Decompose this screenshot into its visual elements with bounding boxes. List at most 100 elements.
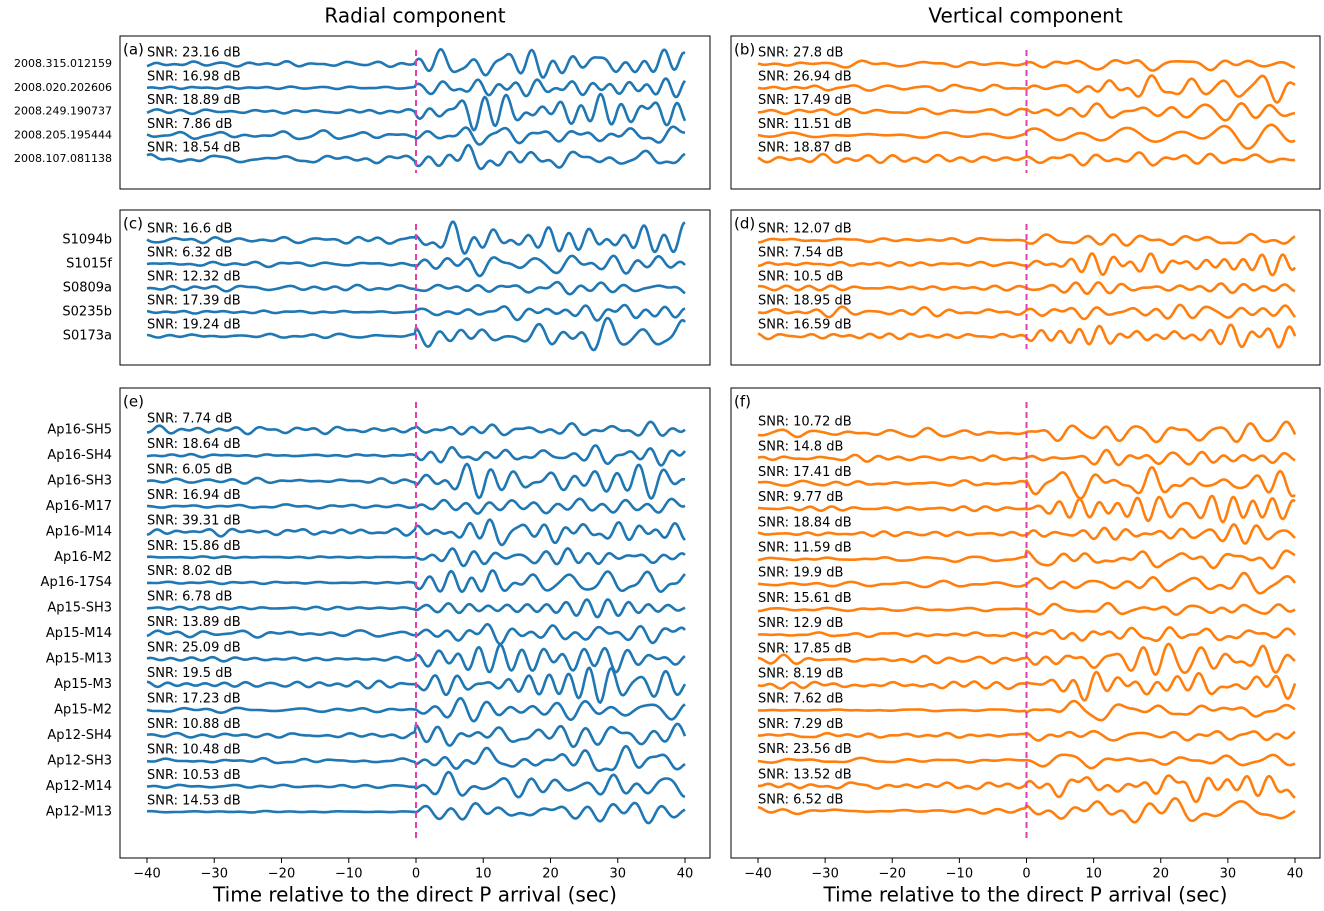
snr-label: SNR: 16.59 dB	[758, 318, 852, 333]
snr-label: SNR: 18.84 dB	[758, 515, 852, 530]
snr-label: SNR: 17.41 dB	[758, 465, 852, 480]
waveform-trace	[146, 696, 686, 723]
snr-label: SNR: 6.05 dB	[147, 462, 232, 477]
panel-frame	[730, 35, 1321, 190]
snr-label: SNR: 13.89 dB	[147, 615, 241, 630]
snr-label: SNR: 25.09 dB	[147, 641, 241, 656]
panel-frame	[119, 387, 711, 859]
x-tick-label: 20	[542, 867, 559, 882]
panel-label: (a)	[123, 41, 144, 59]
snr-label: SNR: 11.51 dB	[758, 117, 852, 132]
panel-label: (f)	[734, 393, 751, 411]
snr-label: SNR: 7.74 dB	[147, 412, 232, 427]
snr-label: SNR: 12.9 dB	[758, 616, 843, 631]
station-label: Ap12-M14	[46, 779, 112, 794]
panel-label: (b)	[734, 41, 755, 59]
waveform-trace	[757, 74, 1296, 104]
snr-label: SNR: 10.88 dB	[147, 717, 241, 732]
x-tick-label: 10	[475, 867, 492, 882]
snr-label: SNR: 12.07 dB	[758, 222, 852, 237]
station-label: S1094b	[62, 233, 112, 248]
x-tick-label: 30	[1220, 867, 1237, 882]
x-tick-label: 0	[1022, 867, 1030, 882]
station-label: Ap12-SH3	[47, 753, 112, 768]
station-label: S1015f	[66, 257, 112, 272]
snr-label: SNR: 17.23 dB	[147, 691, 241, 706]
station-label: Ap15-M13	[46, 652, 112, 667]
station-label: Ap16-SH3	[47, 473, 112, 488]
x-tick-label: 40	[1287, 867, 1304, 882]
snr-label: SNR: 7.54 dB	[758, 246, 843, 261]
station-label: Ap15-SH3	[47, 601, 112, 616]
snr-label: SNR: 8.19 dB	[758, 667, 843, 682]
station-label: 2008.315.012159	[14, 57, 112, 70]
x-tick-label: −10	[335, 867, 362, 882]
panel-label: (c)	[123, 215, 143, 233]
panel-label: (d)	[734, 215, 755, 233]
station-label: 2008.107.081138	[14, 152, 112, 165]
panel-title: Vertical component	[928, 4, 1123, 28]
station-label: S0173a	[63, 329, 112, 344]
x-tick-label: 40	[677, 867, 694, 882]
station-label: Ap15-M14	[46, 626, 112, 641]
waveform-trace	[146, 125, 686, 146]
station-label: Ap16-SH4	[47, 448, 112, 463]
x-tick-label: −20	[268, 867, 295, 882]
snr-label: SNR: 23.16 dB	[147, 46, 241, 61]
waveform-trace	[758, 102, 1296, 122]
waveform-trace	[757, 494, 1296, 524]
waveform-trace	[758, 466, 1296, 500]
snr-label: SNR: 10.72 dB	[758, 415, 852, 430]
waveform-trace	[758, 601, 1296, 616]
station-label: Ap16-17S4	[41, 575, 112, 590]
station-label: 2008.020.202606	[14, 81, 112, 94]
x-tick-label: −40	[133, 867, 160, 882]
snr-label: SNR: 8.02 dB	[147, 564, 232, 579]
snr-label: SNR: 6.78 dB	[147, 590, 232, 605]
waveform-trace	[146, 770, 686, 799]
snr-label: SNR: 6.32 dB	[147, 246, 232, 261]
station-label: 2008.205.195444	[14, 128, 112, 141]
snr-label: SNR: 11.59 dB	[758, 541, 852, 556]
snr-label: SNR: 6.52 dB	[758, 793, 843, 808]
snr-label: SNR: 16.6 dB	[147, 222, 232, 237]
waveform-trace	[757, 753, 1296, 770]
snr-label: SNR: 19.24 dB	[147, 318, 241, 333]
snr-label: SNR: 14.53 dB	[147, 793, 241, 808]
snr-label: SNR: 18.64 dB	[147, 437, 241, 452]
waveform-trace	[757, 151, 1296, 167]
snr-label: SNR: 17.39 dB	[147, 294, 241, 309]
snr-label: SNR: 16.94 dB	[147, 488, 241, 503]
station-label: S0235b	[62, 305, 112, 320]
snr-label: SNR: 12.32 dB	[147, 270, 241, 285]
panel-frame	[119, 209, 711, 366]
x-tick-label: 20	[1152, 867, 1169, 882]
x-axis-label: Time relative to the direct P arrival (s…	[823, 883, 1228, 907]
snr-label: SNR: 7.62 dB	[758, 692, 843, 707]
station-label: Ap15-M3	[54, 677, 112, 692]
panel-frame	[119, 35, 711, 190]
snr-label: SNR: 14.8 dB	[758, 440, 843, 455]
station-label: Ap16-SH5	[47, 423, 112, 438]
snr-label: SNR: 18.95 dB	[758, 294, 852, 309]
station-label: Ap16-M14	[46, 524, 112, 539]
snr-label: SNR: 18.89 dB	[147, 93, 241, 108]
snr-label: SNR: 15.86 dB	[147, 539, 241, 554]
x-tick-label: −30	[811, 867, 838, 882]
waveform-trace	[146, 598, 686, 619]
x-tick-label: 30	[609, 867, 626, 882]
snr-label: SNR: 18.87 dB	[758, 141, 852, 156]
snr-label: SNR: 10.5 dB	[758, 270, 843, 285]
snr-label: SNR: 9.77 dB	[758, 490, 843, 505]
panel-label: (e)	[123, 393, 144, 411]
station-label: Ap12-M13	[46, 804, 112, 819]
snr-label: SNR: 19.9 dB	[758, 566, 843, 581]
snr-label: SNR: 18.54 dB	[147, 141, 241, 156]
snr-label: SNR: 26.94 dB	[758, 69, 852, 84]
waveform-trace	[757, 303, 1297, 321]
panel-title: Radial component	[324, 4, 505, 28]
x-tick-label: 0	[412, 867, 420, 882]
x-tick-label: −20	[879, 867, 906, 882]
station-label: Ap16-M2	[54, 550, 112, 565]
snr-label: SNR: 10.53 dB	[147, 768, 241, 783]
